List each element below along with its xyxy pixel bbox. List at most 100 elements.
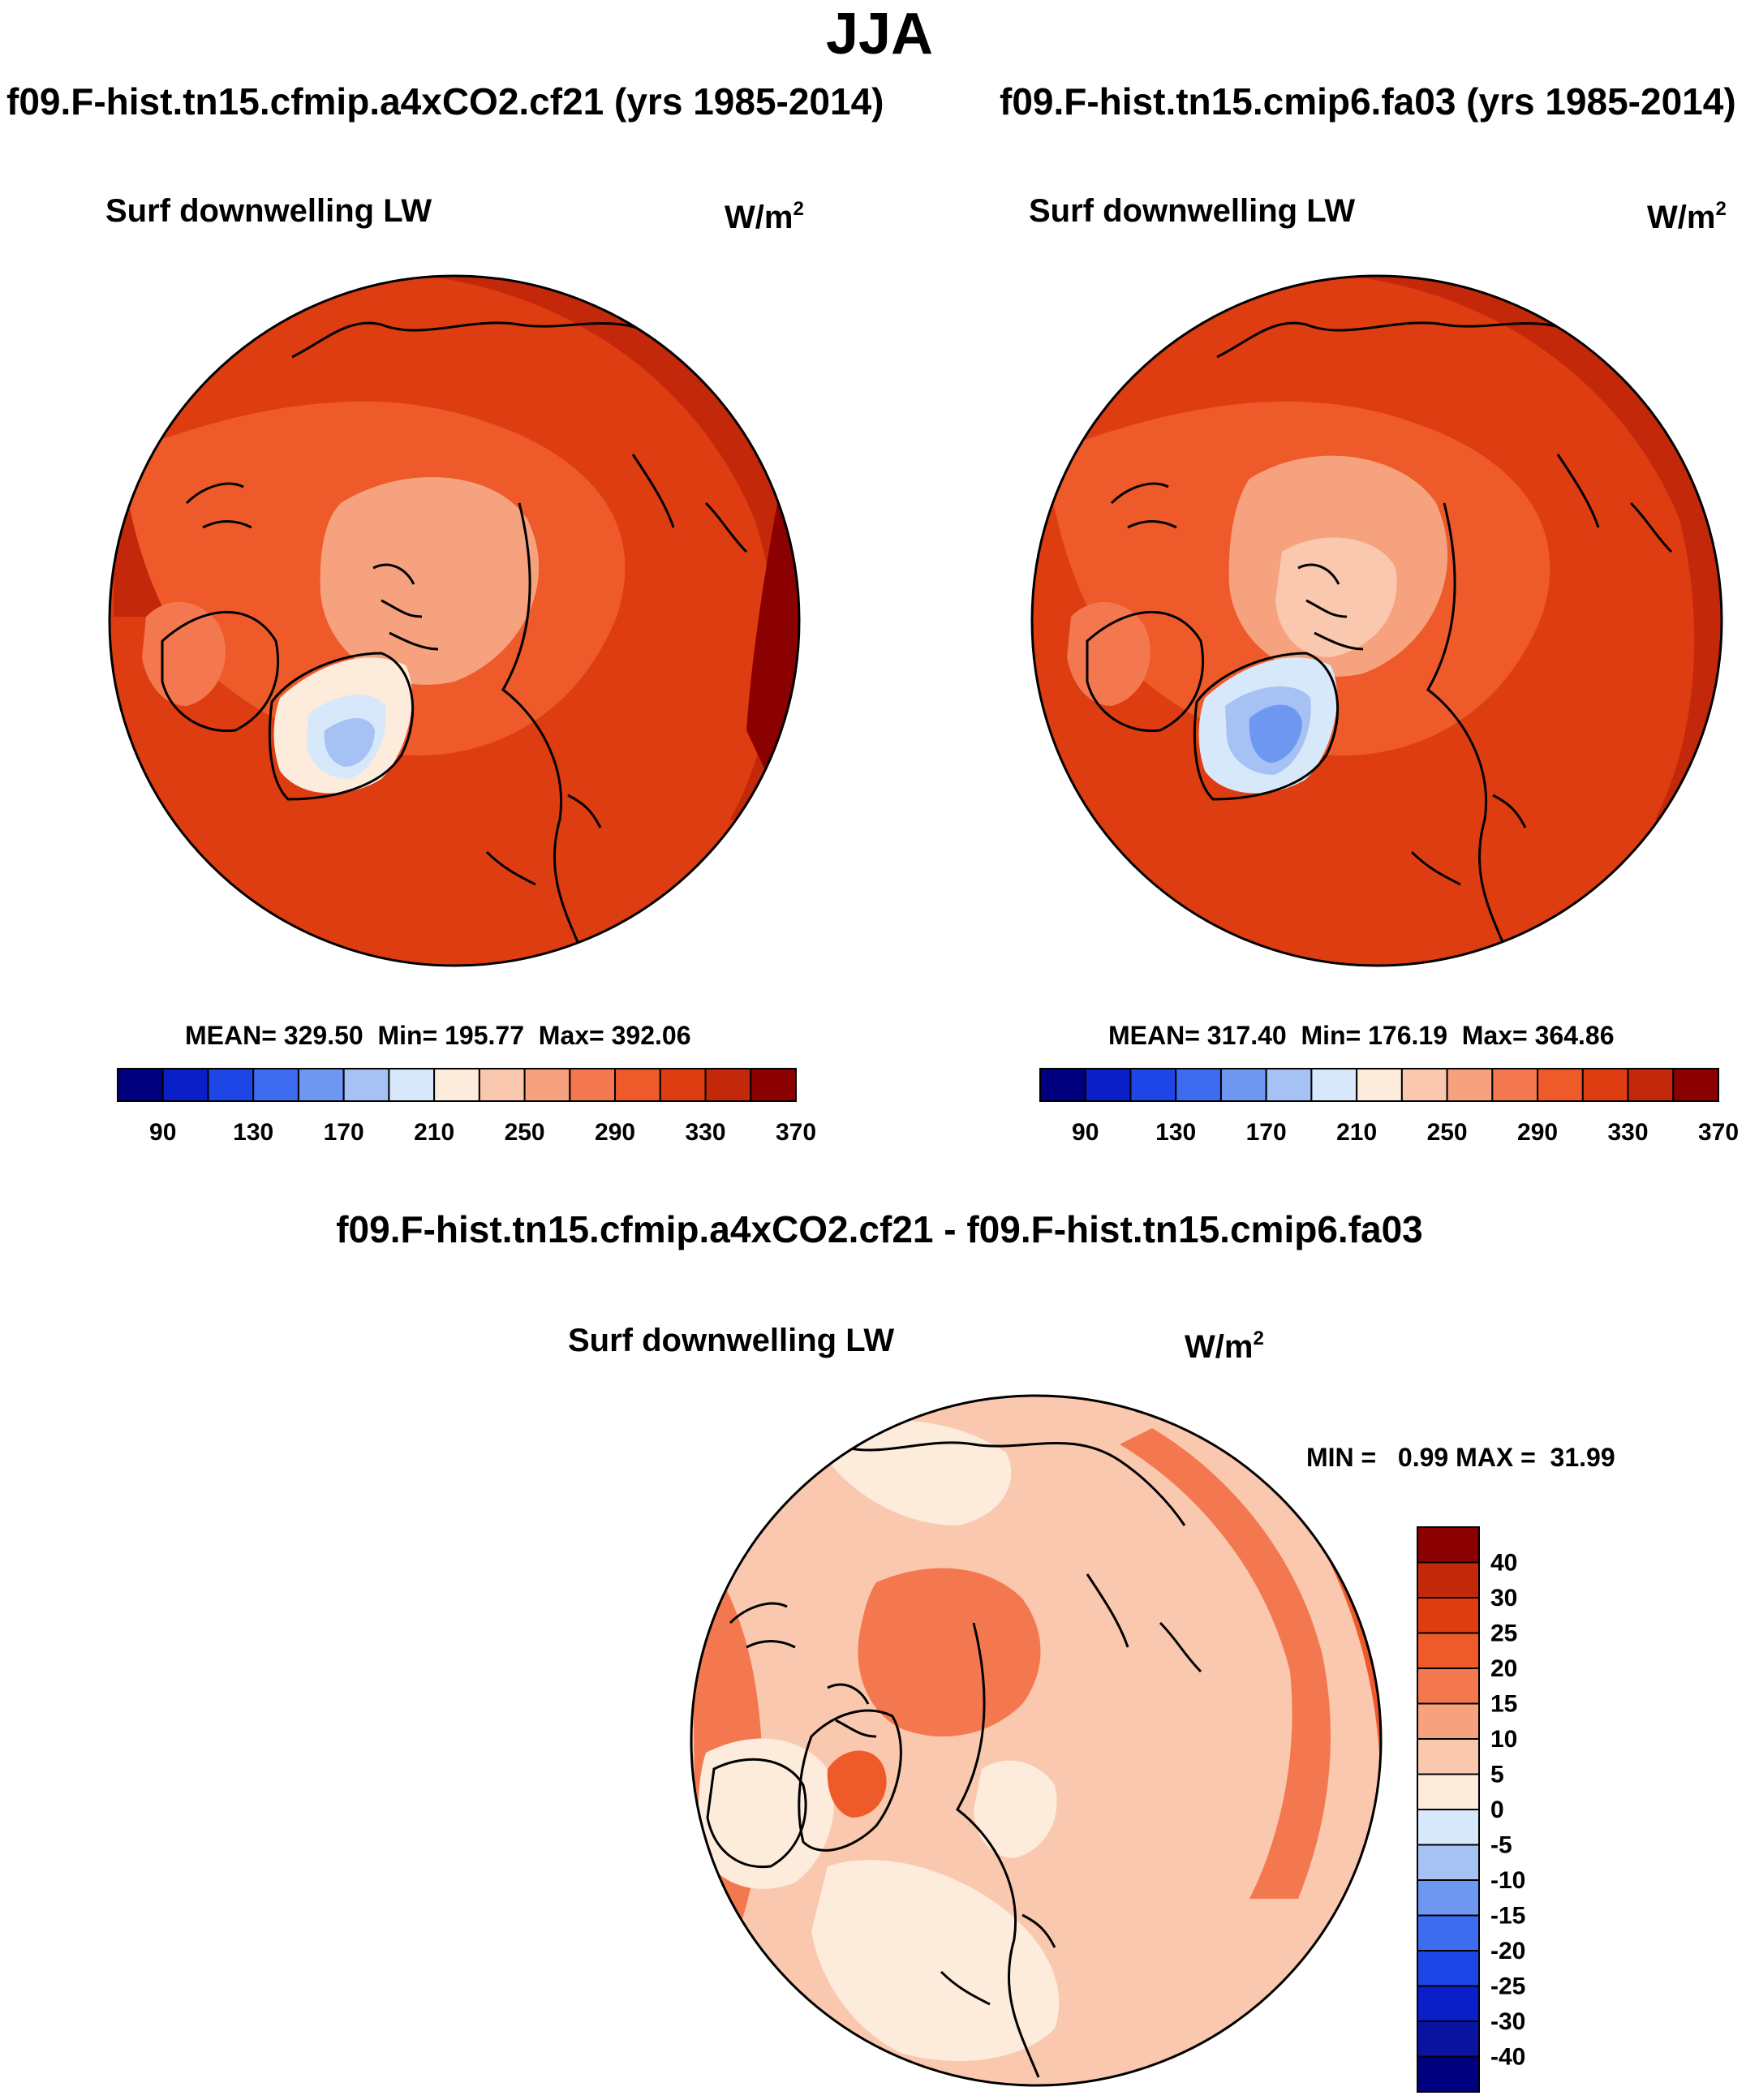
case2-title: f09.F-hist.tn15.cmip6.fa03 (yrs 1985-201… (1000, 80, 1736, 123)
panel3-colorbar: 40 30 25 20 15 10 5 0 -5 -10 -15 -20 -25 -30 -40 (1417, 1526, 1525, 2093)
panel2-colorbar-box (1265, 1068, 1313, 1102)
panel2-colorbar-box (1627, 1068, 1675, 1102)
panel1-colorbar-tick-label: 170 (324, 1119, 364, 1146)
panel1-stats: MEAN= 329.50 Min= 195.77 Max= 392.06 (185, 1021, 691, 1050)
panel3-colorbar-box (1417, 1914, 1480, 1952)
panel3-colorbar-box (1417, 2020, 1480, 2058)
panel2-colorbar-box (1175, 1068, 1222, 1102)
panel3-colorbar-tick-label: -40 (1490, 2044, 1525, 2071)
panel1-colorbar-box (161, 1068, 209, 1102)
panel3-colorbar-tick-label: -20 (1490, 1938, 1525, 1964)
panel2-colorbar-tick-label: 290 (1517, 1119, 1558, 1146)
panel3-variable-label: Surf downwelling LW (568, 1323, 895, 1358)
panel3-map (691, 1396, 1381, 2085)
panel1-map-border (108, 274, 801, 967)
panel3-colorbar-tick-label: 25 (1490, 1620, 1517, 1647)
panel3-colorbar-tick-label: 10 (1490, 1726, 1517, 1753)
panel1-colorbar-tick-label: 90 (149, 1119, 176, 1146)
panel3-colorbar-box (1417, 1738, 1480, 1775)
panel2-colorbar-box (1084, 1068, 1132, 1102)
panel3-stats: MIN = 0.99 MAX = 31.99 (1306, 1443, 1615, 1472)
panel2-colorbar-box (1129, 1068, 1177, 1102)
panel2-colorbar-tick-label: 130 (1155, 1119, 1196, 1146)
panel1-colorbar-box (433, 1068, 480, 1102)
panel3-colorbar-box (1417, 1597, 1480, 1634)
panel1-colorbar-tick-label: 210 (414, 1119, 454, 1146)
panel3-colorbar-tick-label: -15 (1490, 1903, 1525, 1930)
panel2-colorbar-tick-label: 210 (1336, 1119, 1377, 1146)
panel2-stats: MEAN= 317.40 Min= 176.19 Max= 364.86 (1108, 1021, 1615, 1050)
panel1-colorbar-box (342, 1068, 390, 1102)
panel3-colorbar-box (1417, 1668, 1480, 1705)
panel1-colorbar-box (252, 1068, 299, 1102)
panel3-colorbar-tick-label: 30 (1490, 1585, 1517, 1612)
panel2-colorbar-box (1672, 1068, 1719, 1102)
panel1-colorbar-box (614, 1068, 661, 1102)
panel2-colorbar-box (1310, 1068, 1358, 1102)
panel1-colorbar-box (297, 1068, 345, 1102)
panel2-colorbar-box (1581, 1068, 1629, 1102)
panel1-colorbar-box (478, 1068, 526, 1102)
panel3-colorbar-tick-label: -30 (1490, 2008, 1525, 2035)
panel3-colorbar-box (1417, 1561, 1480, 1599)
panel2-colorbar-box (1491, 1068, 1539, 1102)
panel3-colorbar-box (1417, 1702, 1480, 1740)
panel1-colorbar-tick-label: 330 (686, 1119, 726, 1146)
panel1-colorbar-box (117, 1068, 164, 1102)
panel2-colorbar-tick-label: 250 (1427, 1119, 1468, 1146)
panel2-colorbar-box (1400, 1068, 1448, 1102)
panel3-colorbar-box (1417, 1809, 1480, 1846)
figure-title: JJA (825, 2, 934, 67)
panel1-colorbar-tick-label: 130 (233, 1119, 273, 1146)
panel1-colorbar-box (207, 1068, 255, 1102)
panel2-colorbar-box (1356, 1068, 1403, 1102)
panel2-colorbar-box (1537, 1068, 1584, 1102)
panel1-colorbar-box (569, 1068, 617, 1102)
panel3-colorbar-box (1417, 1526, 1480, 1564)
panel1-colorbar: 90 130 170 210 250 290 330 370 (117, 1068, 816, 1146)
panel1-colorbar-box (704, 1068, 752, 1102)
panel2-colorbar-box (1219, 1068, 1267, 1102)
panel1-variable-label: Surf downwelling LW (105, 193, 432, 229)
panel3-colorbar-tick-label: -25 (1490, 1973, 1525, 2000)
panel1-colorbar-box (659, 1068, 707, 1102)
panel2-colorbar-tick-label: 330 (1608, 1119, 1649, 1146)
panel1-colorbar-box (750, 1068, 797, 1102)
panel3-colorbar-tick-label: -10 (1490, 1867, 1525, 1894)
panel3-colorbar-tick-label: 15 (1490, 1691, 1517, 1718)
difference-title: f09.F-hist.tn15.cfmip.a4xCO2.cf21 - f09.… (336, 1208, 1423, 1250)
panel3-colorbar-box (1417, 1950, 1480, 1987)
panel3-colorbar-box (1417, 1844, 1480, 1881)
case1-title: f09.F-hist.tn15.cfmip.a4xCO2.cf21 (yrs 1… (6, 80, 884, 123)
panel3-colorbar-tick-label: 20 (1490, 1655, 1517, 1682)
panel1-units: W/m2 (725, 198, 804, 235)
panel3-colorbar-box (1417, 1632, 1480, 1669)
panel2-colorbar-tick-label: 370 (1698, 1119, 1739, 1146)
panel1-colorbar-tick-label: 250 (505, 1119, 545, 1146)
panel1-colorbar-tick-label: 290 (595, 1119, 635, 1146)
panel3-colorbar-tick-label: -5 (1490, 1832, 1512, 1859)
panel3-colorbar-box (1417, 1773, 1480, 1810)
panel2-colorbar-box (1446, 1068, 1494, 1102)
panel3-colorbar-tick-label: 40 (1490, 1550, 1517, 1577)
panel3-colorbar-box (1417, 2055, 1480, 2093)
panel2-units: W/m2 (1647, 198, 1727, 235)
panel2-map-border (1030, 274, 1723, 967)
panel3-colorbar-box (1417, 1985, 1480, 2022)
panel1-colorbar-box (523, 1068, 571, 1102)
panel3-colorbar-tick-label: 0 (1490, 1797, 1504, 1823)
panel3-units: W/m2 (1185, 1328, 1264, 1365)
panel2-colorbar-tick-label: 90 (1072, 1119, 1099, 1146)
panel2-variable-label: Surf downwelling LW (1029, 193, 1356, 229)
panel2-colorbar-box (1039, 1068, 1086, 1102)
panel1-map (110, 276, 799, 966)
panel3-map-border (690, 1394, 1383, 2087)
panel3-colorbar-box (1417, 1879, 1480, 1917)
panel2-colorbar: 90 130 170 210 250 290 330 370 (1039, 1068, 1739, 1146)
panel1-colorbar-tick-label: 370 (776, 1119, 816, 1146)
panel2-colorbar-tick-label: 170 (1246, 1119, 1287, 1146)
panel1-colorbar-box (388, 1068, 436, 1102)
panel3-colorbar-tick-label: 5 (1490, 1762, 1504, 1788)
panel2-map (1032, 276, 1722, 966)
